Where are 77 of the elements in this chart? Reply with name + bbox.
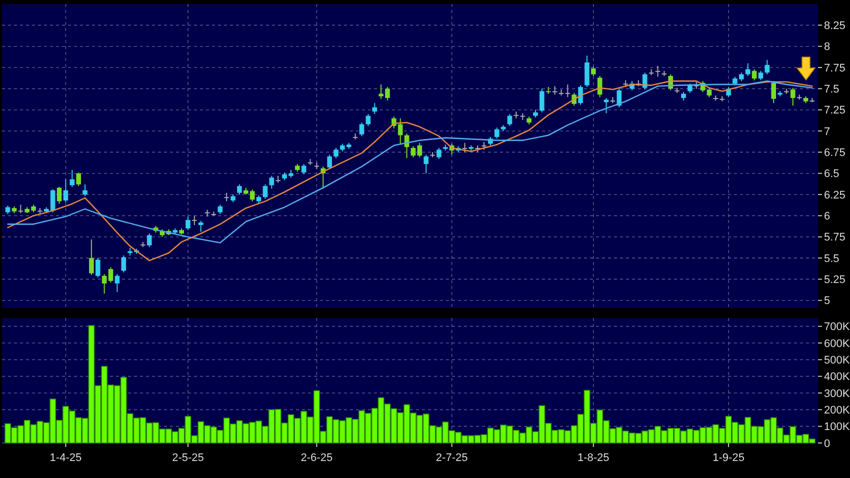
candlestick [424, 154, 428, 174]
y-tick-label: 400K [824, 371, 850, 384]
candlestick [494, 127, 500, 140]
candlestick [578, 84, 583, 106]
candlestick [146, 232, 152, 248]
y-tick-label: 5 [824, 295, 830, 308]
y-tick-label: 7.25 [824, 104, 846, 117]
candlestick [706, 87, 712, 98]
y-tick-label: 6.75 [824, 147, 846, 160]
y-tick-label: 300K [824, 388, 850, 400]
y-tick-label: 7.75 [824, 62, 846, 74]
y-tick-label: 6.25 [824, 189, 846, 202]
candlestick [108, 266, 114, 284]
candlestick [262, 184, 268, 200]
y-tick-label: 600K [824, 338, 850, 350]
candlestick [237, 184, 242, 196]
candlestick [121, 255, 126, 273]
y-tick-label: 7.5 [824, 84, 840, 96]
candlestick [102, 274, 107, 294]
candlestick [745, 62, 750, 76]
candlestick [410, 146, 416, 158]
candlestick [688, 83, 692, 94]
candlestick [430, 152, 435, 158]
candlestick [82, 184, 88, 197]
candlestick [114, 274, 120, 292]
candlestick [758, 70, 764, 81]
candlestick [334, 147, 338, 159]
candlestick [436, 147, 442, 160]
candlestick [771, 80, 776, 104]
candlestick [616, 88, 622, 108]
y-tick-label: 700K [824, 321, 850, 334]
candlestick [642, 72, 648, 90]
y-tick-label: 5.25 [824, 274, 846, 286]
candlestick [604, 97, 609, 114]
candlestick [186, 216, 190, 231]
candlestick [591, 66, 596, 76]
candlestick [198, 220, 204, 232]
x-tick-label: 2-6-25 [300, 452, 333, 464]
candlestick [372, 102, 378, 115]
candlestick [89, 238, 94, 276]
y-tick-label: 6 [824, 210, 830, 223]
candlestick [790, 87, 796, 106]
y-tick-label: 500K [824, 354, 850, 367]
candlestick [63, 178, 68, 203]
candlestick [540, 88, 544, 113]
y-tick-label: 200K [824, 404, 850, 417]
x-tick-label: 2-5-25 [172, 452, 204, 464]
candlestick [784, 88, 789, 94]
candlestick [192, 215, 197, 226]
candlestick [76, 172, 81, 187]
y-tick-label: 7 [824, 126, 830, 138]
y-tick-label: 0 [824, 438, 830, 450]
y-tick-label: 100K [824, 421, 850, 434]
candlestick [462, 142, 468, 153]
y-tick-label: 6.5 [824, 168, 840, 180]
candlestick [655, 65, 660, 78]
x-tick-label: 1-9-25 [712, 452, 744, 464]
candlestick [764, 59, 770, 75]
y-tick-label: 8.25 [824, 20, 846, 32]
candlestick [565, 84, 570, 98]
y-tick-label: 5.75 [824, 232, 846, 244]
candlestick [56, 186, 62, 204]
candlestick [417, 142, 422, 158]
x-tick-label: 1-4-25 [50, 452, 82, 464]
candlestick [752, 68, 757, 81]
candlestick [269, 175, 274, 190]
candlestick [301, 164, 306, 175]
candlestick [327, 154, 332, 170]
y-tick-label: 8 [824, 41, 830, 54]
y-tick-label: 5.5 [824, 252, 840, 265]
candlestick [70, 169, 75, 188]
candlestick [584, 55, 590, 88]
x-tick-label: 1-8-25 [578, 452, 610, 464]
x-tick-label: 2-7-25 [436, 452, 468, 464]
candlestick [359, 122, 364, 137]
candlestick [218, 204, 223, 215]
candlestick [95, 258, 100, 278]
